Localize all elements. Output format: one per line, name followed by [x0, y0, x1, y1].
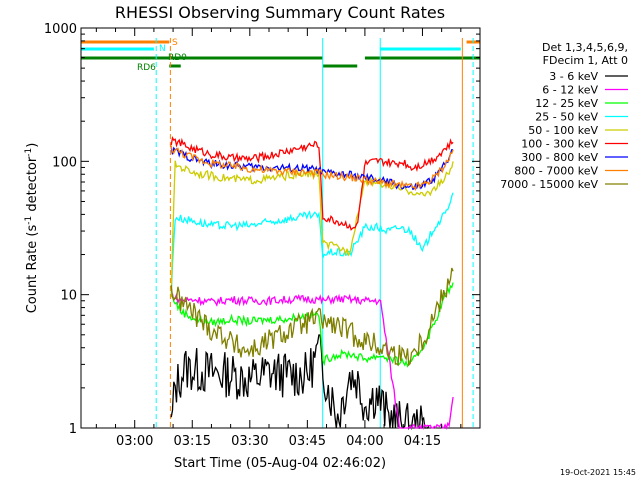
x-axis-label: Start Time (05-Aug-04 02:46:02)	[174, 456, 386, 471]
y-axis-label-main: Count Rate (s	[25, 225, 40, 314]
y-axis-label-sup2: -1	[24, 148, 34, 157]
series-25-50-kev	[170, 192, 454, 297]
series-3-6-kev	[170, 334, 430, 431]
legend-label: 6 - 12 keV	[542, 84, 598, 97]
footer-timestamp: 19-Oct-2021 15:45	[560, 468, 636, 477]
flag-label-rd0: RD0	[168, 53, 187, 63]
series-6-12-kev	[171, 292, 454, 430]
y-tick-label: 1000	[44, 22, 77, 37]
series-300-800-kev	[170, 146, 454, 191]
chart-title: RHESSI Observing Summary Count Rates	[115, 3, 445, 22]
x-ticks: 03:00 03:15 03:30 03:45 04:00 04:15	[95, 28, 462, 449]
x-tick-label: 04:00	[346, 434, 383, 449]
x-tick-label: 03:00	[116, 434, 153, 449]
y-axis-label: Count Rate (s-1 detector-1)	[24, 143, 40, 314]
legend-label: 300 - 800 keV	[521, 151, 598, 164]
x-tick-label: 03:45	[289, 434, 326, 449]
flag-label-n: N	[159, 44, 166, 54]
legend-label: 3 - 6 keV	[549, 70, 598, 83]
y-axis-label-sup1: -1	[24, 216, 34, 225]
y-ticks: 1 10 100 1000	[44, 22, 480, 437]
series-50-100-kev	[170, 160, 454, 298]
flag-label-s: S	[172, 38, 178, 48]
series-800-7000-kev	[170, 145, 454, 192]
y-axis-label-mid: detector	[25, 156, 40, 216]
x-tick-label: 03:30	[231, 434, 268, 449]
y-tick-label: 100	[52, 155, 77, 170]
y-tick-label: 1	[69, 422, 77, 437]
legend-label: 25 - 50 keV	[535, 111, 598, 124]
series-7000-15000-kev	[170, 267, 454, 367]
legend-label: 800 - 7000 keV	[514, 165, 598, 178]
axes: 1 10 100 1000 03:00 03:15 03:30 03:45 04:00 04:15	[44, 22, 480, 449]
flag-label-rd6: RD6	[137, 63, 156, 73]
x-tick-label: 04:15	[404, 434, 441, 449]
series-100-300-kev	[170, 136, 454, 231]
y-tick-label: 10	[60, 289, 77, 304]
legend-header: FDecim 1, Att 0	[543, 54, 628, 67]
plot-frame	[80, 27, 481, 429]
legend-label: 7000 - 15000 keV	[500, 178, 598, 191]
series-layer	[170, 136, 454, 431]
legend: Det 1,3,4,5,6,9,FDecim 1, Att 0 3 - 6 keV…	[500, 41, 628, 191]
y-axis-label-end: )	[25, 143, 40, 148]
x-tick-label: 03:15	[174, 434, 211, 449]
legend-label: 50 - 100 keV	[528, 124, 598, 137]
legend-label: 12 - 25 keV	[535, 97, 598, 110]
plot-border	[80, 27, 481, 429]
legend-header: Det 1,3,4,5,6,9,	[542, 41, 628, 54]
legend-label: 100 - 300 keV	[521, 138, 598, 151]
